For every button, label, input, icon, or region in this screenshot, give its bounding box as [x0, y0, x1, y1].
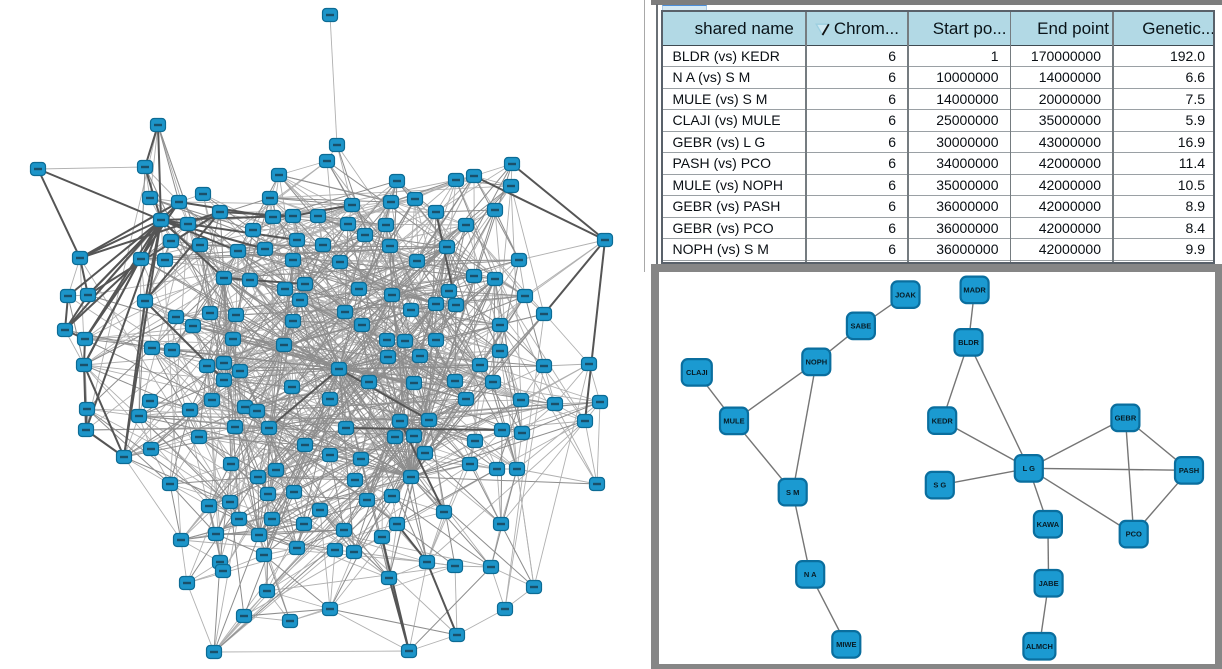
- svg-text:KEDR: KEDR: [932, 416, 954, 425]
- svg-text:GEBR: GEBR: [1115, 413, 1137, 422]
- svg-text:S G: S G: [933, 480, 946, 489]
- svg-text:BLDR: BLDR: [958, 338, 979, 347]
- svg-text:MULE: MULE: [723, 416, 744, 425]
- svg-text:L G: L G: [1023, 463, 1036, 472]
- svg-text:S M: S M: [786, 487, 799, 496]
- svg-text:MADR: MADR: [963, 285, 986, 294]
- svg-text:JOAK: JOAK: [895, 290, 916, 299]
- svg-text:SABE: SABE: [850, 321, 871, 330]
- svg-text:N A: N A: [804, 570, 817, 579]
- svg-text:PCO: PCO: [1126, 529, 1142, 538]
- svg-text:NOPH: NOPH: [805, 357, 827, 366]
- svg-text:KAWA: KAWA: [1037, 519, 1060, 528]
- svg-text:PASH: PASH: [1179, 465, 1199, 474]
- svg-text:CLAJI: CLAJI: [686, 368, 708, 377]
- svg-text:JABE: JABE: [1039, 578, 1059, 587]
- svg-text:MIWE: MIWE: [836, 640, 856, 649]
- svg-text:ALMCH: ALMCH: [1026, 641, 1053, 650]
